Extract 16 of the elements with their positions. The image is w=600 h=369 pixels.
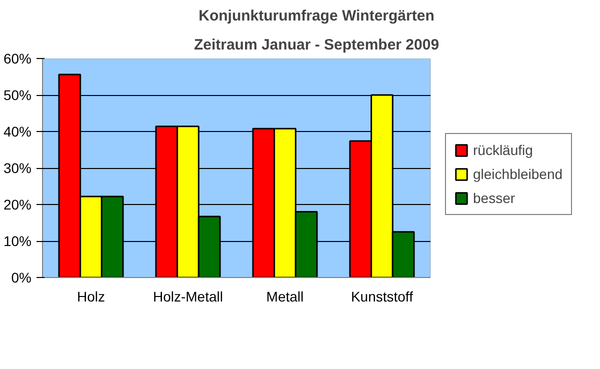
- chart-title: Konjunkturumfrage Wintergärten: [198, 8, 434, 24]
- y-tick-label: 10%: [3, 233, 32, 249]
- legend-label: gleichbleibend: [473, 166, 563, 182]
- x-tick-label: Kunststoff: [350, 288, 414, 304]
- y-tick-label: 0%: [11, 270, 32, 286]
- y-tick-label: 60%: [3, 50, 32, 66]
- y-tick-label: 50%: [3, 87, 32, 103]
- y-tick-label: 30%: [3, 160, 32, 176]
- legend-label: rückläufig: [473, 142, 533, 158]
- x-tick-label: Metall: [266, 288, 304, 304]
- x-tick-label: Holz-Metall: [152, 288, 223, 304]
- chart-subtitle: Zeitraum Januar - September 2009: [194, 36, 440, 54]
- x-tick-label: Holz: [76, 288, 106, 304]
- y-tick-label: 40%: [3, 124, 32, 140]
- legend-label: besser: [473, 190, 516, 206]
- y-tick-label: 20%: [3, 196, 32, 212]
